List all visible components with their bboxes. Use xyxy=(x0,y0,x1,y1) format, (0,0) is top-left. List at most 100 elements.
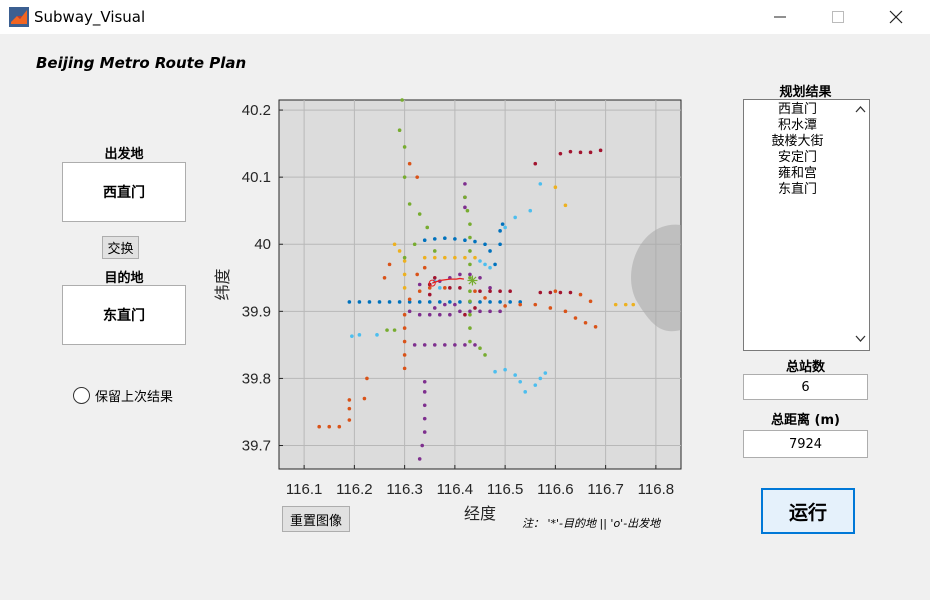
run-button[interactable]: 运行 xyxy=(761,488,855,534)
station-point xyxy=(538,182,543,186)
station-point xyxy=(578,292,583,297)
station-point xyxy=(503,225,507,230)
station-point xyxy=(498,300,502,304)
station-point xyxy=(425,225,430,230)
results-listbox[interactable]: 西直门 积水潭 鼓楼大街 安定门 雍和宫 东直门 xyxy=(743,99,870,351)
result-item[interactable]: 雍和宫 xyxy=(777,166,817,181)
total-distance-label: 总距离 (m) xyxy=(771,413,840,428)
swap-button[interactable]: 交换 xyxy=(102,236,139,259)
total-stations-field[interactable]: 6 xyxy=(743,374,868,400)
station-point xyxy=(473,255,477,260)
station-point xyxy=(417,282,422,287)
reset-image-button[interactable]: 重置图像 xyxy=(282,506,350,532)
station-point xyxy=(463,343,467,347)
station-point xyxy=(478,259,482,263)
station-point xyxy=(458,300,462,304)
station-point xyxy=(468,235,472,240)
x-tick-label: 116.1 xyxy=(286,481,322,498)
destination-field[interactable]: 东直门 xyxy=(62,285,186,345)
maximize-button[interactable] xyxy=(815,0,861,34)
station-point xyxy=(473,289,477,294)
station-point xyxy=(468,262,472,267)
y-tick-label: 40.1 xyxy=(242,169,271,186)
station-point xyxy=(350,334,354,338)
station-point xyxy=(407,309,412,314)
result-item[interactable]: 安定门 xyxy=(777,150,817,165)
station-point xyxy=(518,302,522,307)
station-point xyxy=(513,215,517,220)
close-icon xyxy=(889,10,903,24)
station-point xyxy=(422,238,427,243)
station-point xyxy=(508,289,512,294)
keep-last-option[interactable]: 保留上次结果 xyxy=(73,386,173,405)
station-point xyxy=(488,286,492,290)
station-point xyxy=(402,272,407,277)
station-point xyxy=(463,238,467,243)
station-point xyxy=(478,300,482,304)
station-point xyxy=(463,205,467,210)
station-point xyxy=(422,255,427,260)
y-axis-label: 纬度 xyxy=(213,268,232,300)
station-point xyxy=(578,150,583,155)
x-axis-label: 经度 xyxy=(464,504,496,523)
minimize-button[interactable] xyxy=(757,0,803,34)
station-point xyxy=(362,396,367,401)
station-point xyxy=(548,290,553,295)
station-point xyxy=(443,255,447,260)
station-point xyxy=(367,300,372,304)
result-item[interactable]: 积水潭 xyxy=(777,118,817,133)
total-distance-field[interactable]: 7924 xyxy=(743,430,868,458)
origin-label: 出发地 xyxy=(104,147,144,162)
station-point xyxy=(443,236,447,241)
station-point xyxy=(588,299,593,304)
station-point xyxy=(397,300,402,304)
station-point xyxy=(402,259,407,263)
station-point xyxy=(417,312,422,317)
scroll-up-icon xyxy=(855,106,866,113)
station-point xyxy=(553,185,558,190)
x-tick-label: 116.6 xyxy=(537,481,573,498)
metro-map-chart[interactable]: 116.1 116.2 116.3 116.4 116.5 116.6 116.7 116.8… xyxy=(200,90,700,530)
station-point xyxy=(448,312,452,317)
station-point xyxy=(422,430,427,434)
station-point xyxy=(420,443,425,448)
destination-marker xyxy=(468,276,477,285)
station-point xyxy=(417,457,422,461)
station-point xyxy=(523,390,528,394)
matlab-icon xyxy=(9,7,29,27)
station-point xyxy=(427,292,432,297)
station-point xyxy=(558,290,563,295)
station-point xyxy=(427,300,432,304)
station-point xyxy=(493,262,497,267)
result-item[interactable]: 鼓楼大街 xyxy=(771,134,824,149)
station-point xyxy=(438,286,442,290)
station-point xyxy=(443,286,447,290)
station-point xyxy=(488,289,492,294)
station-point xyxy=(563,309,568,314)
origin-field[interactable]: 西直门 xyxy=(62,162,186,222)
station-point xyxy=(365,376,369,381)
result-item[interactable]: 西直门 xyxy=(777,102,817,117)
keep-last-radio[interactable] xyxy=(73,387,90,404)
close-button[interactable] xyxy=(873,0,919,34)
station-point xyxy=(402,286,407,290)
station-point xyxy=(598,148,603,153)
results-label: 规划结果 xyxy=(779,85,832,100)
station-point xyxy=(402,145,407,149)
station-point xyxy=(387,300,392,304)
station-point xyxy=(443,343,447,347)
station-point xyxy=(493,369,497,374)
station-point xyxy=(563,203,568,208)
station-point xyxy=(568,290,573,295)
station-point xyxy=(458,272,462,277)
station-point xyxy=(448,300,452,304)
result-item[interactable]: 东直门 xyxy=(777,182,817,197)
station-point xyxy=(417,212,422,216)
app-client-area: Beijing Metro Route Plan 出发地 西直门 交换 目的地 … xyxy=(0,36,930,600)
station-point xyxy=(417,300,422,304)
station-point xyxy=(533,302,538,307)
station-point xyxy=(468,299,472,304)
results-scrollbar[interactable] xyxy=(852,100,869,350)
title-bar: Subway_Visual xyxy=(0,0,930,34)
station-point xyxy=(568,149,573,154)
